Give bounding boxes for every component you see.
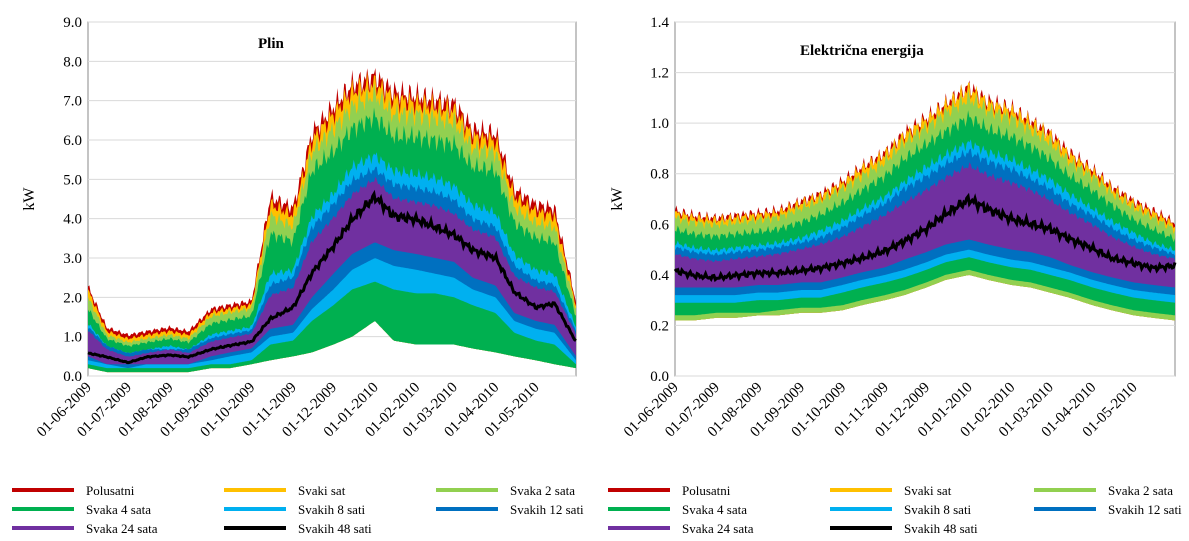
y-tick-label: 9.0 (63, 15, 82, 31)
chart-2: 0.00.20.40.60.81.01.21.401-06-200901-07-… (608, 15, 1182, 536)
y-tick-label: 8.0 (63, 54, 82, 70)
y-axis-label: kW (609, 187, 626, 211)
legend-label: Svakih 48 sati (298, 521, 372, 536)
y-tick-label: 0.6 (650, 217, 669, 233)
y-tick-label: 0.8 (650, 167, 669, 183)
y-tick-label: 1.4 (650, 15, 669, 31)
y-tick-label: 7.0 (63, 94, 82, 110)
legend-label: Svakih 8 sati (904, 502, 972, 517)
legend-label: Svakih 48 sati (904, 521, 978, 536)
y-tick-label: 1.2 (650, 66, 669, 82)
legend-label: Svaki sat (298, 483, 346, 498)
legend: Polusatni Svaki sat Svaka 2 sata Svaka 4 sa… (608, 483, 1182, 536)
series-band-svaka-24-sata (675, 162, 1175, 288)
legend-label: Svakih 12 sati (510, 502, 584, 517)
series-band-svaka-24-sata (88, 176, 576, 365)
legend-label: Svaka 2 sata (1108, 483, 1173, 498)
legend-label: Svakih 12 sati (1108, 502, 1182, 517)
legend: Polusatni Svaki sat Svaka 2 sata Svaka 4 sa… (12, 483, 584, 536)
y-axis-label: kW (21, 187, 38, 211)
y-tick-label: 1.0 (63, 330, 82, 346)
y-tick-label: 6.0 (63, 133, 82, 149)
legend-label: Svaka 4 sata (86, 502, 151, 517)
chart-title: Električna energija (800, 43, 924, 59)
y-tick-label: 0.0 (650, 369, 669, 385)
legend-label: Svaki sat (904, 483, 952, 498)
legend-label: Polusatni (86, 483, 135, 498)
y-tick-label: 0.4 (650, 268, 669, 284)
legend-label: Svaka 2 sata (510, 483, 575, 498)
y-tick-label: 0.0 (63, 369, 82, 385)
legend-label: Svaka 24 sata (682, 521, 754, 536)
legend-label: Polusatni (682, 483, 731, 498)
chart-title: Plin (258, 36, 284, 52)
y-tick-label: 4.0 (63, 212, 82, 228)
y-tick-label: 0.2 (650, 318, 669, 334)
y-tick-label: 3.0 (63, 251, 82, 267)
legend-label: Svakih 8 sati (298, 502, 366, 517)
legend-label: Svaka 4 sata (682, 502, 747, 517)
legend-label: Svaka 24 sata (86, 521, 158, 536)
y-tick-label: 5.0 (63, 172, 82, 188)
series-line-svakih-48-sati (87, 189, 577, 365)
y-tick-label: 2.0 (63, 290, 82, 306)
y-tick-label: 1.0 (650, 116, 669, 132)
series-line-svakih-48-sati (673, 192, 1177, 283)
chart-1: 0.01.02.03.04.05.06.07.08.09.001-06-2009… (12, 15, 584, 536)
